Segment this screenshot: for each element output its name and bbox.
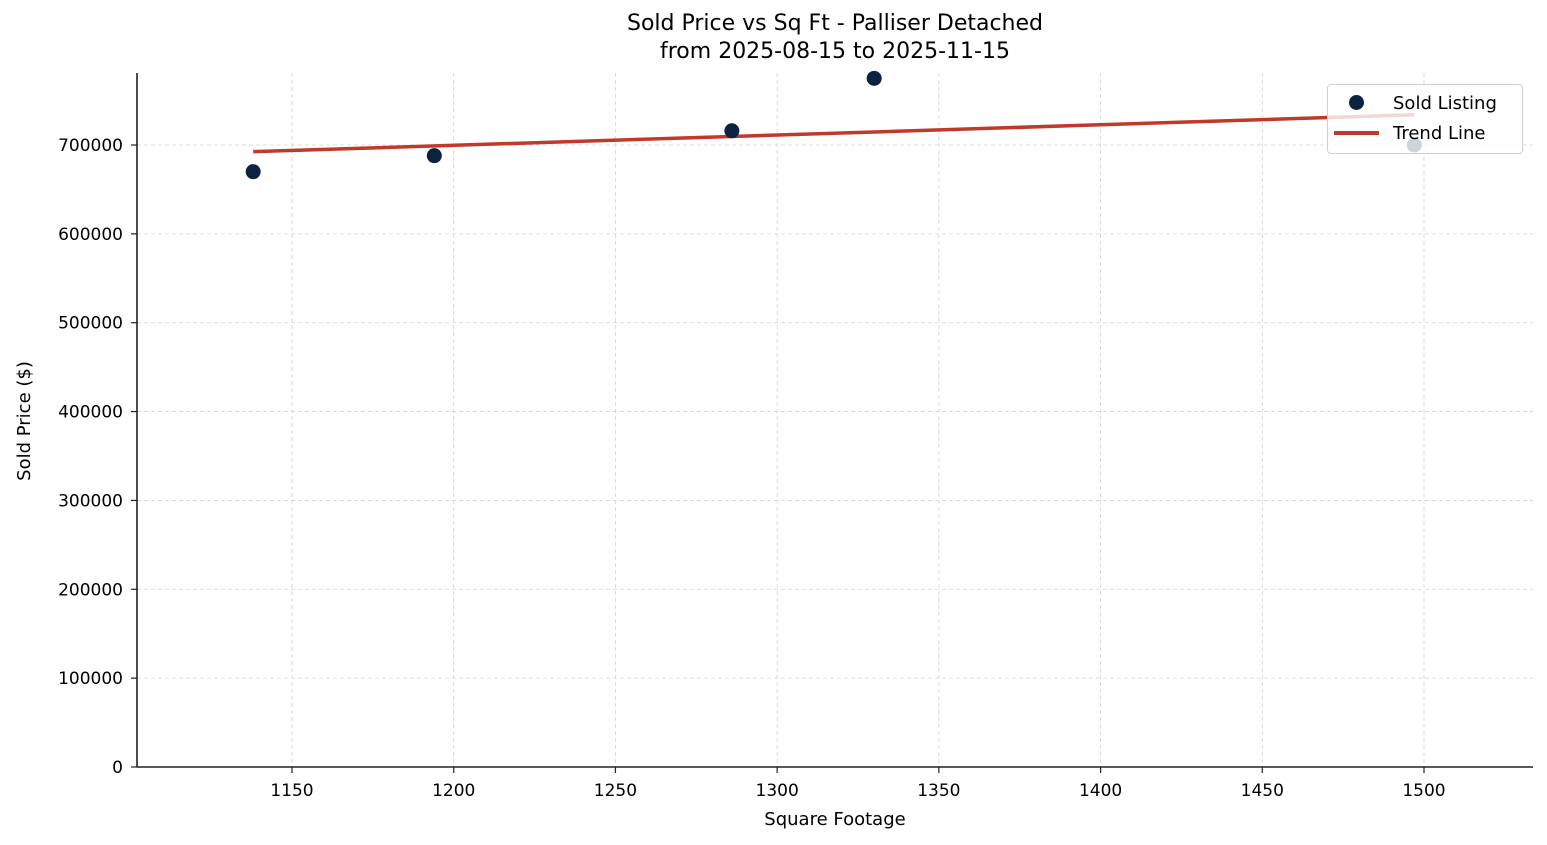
data-point: [866, 70, 882, 86]
legend-label: Trend Line: [1393, 122, 1486, 144]
y-tick-label: 0: [112, 758, 123, 778]
x-tick-label: 1300: [756, 781, 799, 801]
tick-labels: 1150 1200 1250 1300 1350 1400 1450 1500 0 100000 2…: [58, 136, 1446, 801]
y-tick-label: 400000: [58, 403, 123, 423]
trend-line: [253, 113, 1415, 154]
y-tick-label: 700000: [58, 136, 123, 156]
y-axis-label: Sold Price ($): [14, 361, 35, 481]
chart-title: Sold Price vs Sq Ft - Palliser Detached …: [137, 10, 1533, 66]
y-tick-label: 200000: [58, 580, 123, 600]
y-tick-label: 500000: [58, 314, 123, 334]
grid-lines: [137, 73, 1533, 767]
y-tick-label: 600000: [58, 225, 123, 245]
x-tick-label: 1400: [1079, 781, 1122, 801]
x-tick-label: 1450: [1241, 781, 1284, 801]
legend: Sold Listing Trend Line: [1327, 84, 1523, 154]
x-axis-label: Square Footage: [764, 809, 905, 830]
legend-item-sold-listing: Sold Listing: [1328, 89, 1522, 117]
legend-label: Sold Listing: [1393, 92, 1497, 114]
x-tick-label: 1150: [270, 781, 313, 801]
x-tick-label: 1350: [917, 781, 960, 801]
y-tick-label: 300000: [58, 491, 123, 511]
data-series: [245, 70, 1422, 180]
data-point: [245, 164, 261, 180]
x-tick-label: 1500: [1402, 781, 1445, 801]
data-point: [724, 123, 740, 139]
chart-title-line2: from 2025-08-15 to 2025-11-15: [660, 39, 1010, 64]
circle-marker-icon: [1349, 95, 1364, 110]
x-tick-label: 1250: [594, 781, 637, 801]
line-marker-icon: [1334, 131, 1379, 135]
legend-item-trend-line: Trend Line: [1328, 119, 1522, 147]
chart-title-line1: Sold Price vs Sq Ft - Palliser Detached: [626, 11, 1043, 36]
y-tick-label: 100000: [58, 669, 123, 689]
data-point: [426, 148, 442, 164]
axes: [131, 73, 1533, 773]
x-tick-label: 1200: [432, 781, 475, 801]
